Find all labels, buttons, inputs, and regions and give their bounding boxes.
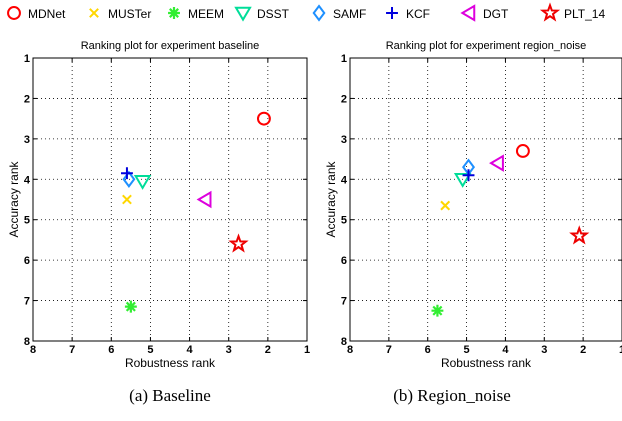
x-tick-label: 8 xyxy=(347,344,353,356)
legend-label-dsst: DSST xyxy=(257,7,290,21)
x-tick-label: 6 xyxy=(425,344,431,356)
legend-marker-dsst xyxy=(234,6,252,22)
chart-baseline: 8 7 6 5 4 3 2 1 1 2 3 4 5 6 7 8 Ranking plot for experim… xyxy=(7,40,310,370)
x-tick-label: 3 xyxy=(226,344,232,356)
chart-title: Ranking plot for experiment region_noise xyxy=(386,40,587,52)
y-tick-label: 6 xyxy=(341,255,347,267)
grid xyxy=(33,58,307,341)
y-tick-label: 1 xyxy=(341,53,347,65)
point-muster xyxy=(122,194,132,205)
point-kcf xyxy=(120,167,133,180)
point-plt-14 xyxy=(228,233,249,253)
point-dsst xyxy=(453,173,472,188)
y-tick-label: 1 xyxy=(24,53,30,65)
x-tick-label: 7 xyxy=(69,344,75,356)
y-tick-label: 3 xyxy=(341,134,347,146)
x-tick-label: 5 xyxy=(464,344,470,356)
legend-marker-samf xyxy=(312,4,326,22)
x-tick-label: 7 xyxy=(386,344,392,356)
legend-marker-dgt xyxy=(460,4,476,22)
x-tick-label: 4 xyxy=(502,344,509,356)
y-tick-label: 3 xyxy=(24,134,30,146)
legend-marker-plt-14 xyxy=(539,2,561,22)
y-tick-label: 5 xyxy=(341,215,347,227)
x-tick-label: 3 xyxy=(541,344,547,356)
x-tick-label: 6 xyxy=(108,344,114,356)
grid xyxy=(350,58,622,341)
y-tick-label: 8 xyxy=(341,336,347,348)
y-tick-label: 4 xyxy=(24,174,31,186)
legend-item-plt-14: PLT_14 xyxy=(539,2,605,22)
legend-item-muster: MUSTer xyxy=(89,7,151,21)
legend-label-meem: MEEM xyxy=(188,7,224,21)
legend-marker-muster xyxy=(89,8,99,18)
y-tick-label: 7 xyxy=(24,296,30,308)
x-tick-label: 1 xyxy=(304,344,310,356)
x-tick-label: 4 xyxy=(187,344,194,356)
legend-marker-kcf xyxy=(386,7,398,19)
point-dgt xyxy=(489,154,504,172)
caption-baseline: (a) Baseline xyxy=(129,386,211,405)
point-dsst xyxy=(133,175,152,190)
point-meem xyxy=(124,300,137,313)
legend-item-kcf: KCF xyxy=(386,7,430,21)
y-tick-label: 7 xyxy=(341,296,347,308)
y-tick-label: 5 xyxy=(24,215,30,227)
point-muster xyxy=(440,200,451,211)
legend: MDNet MUSTer MEEM DSST SAMF KCF DGT PLT_14 xyxy=(7,2,605,22)
point-dgt xyxy=(196,190,212,209)
legend-label-dgt: DGT xyxy=(483,7,509,21)
x-tick-label: 8 xyxy=(30,344,36,356)
x-tick-label: 2 xyxy=(580,344,586,356)
legend-item-mdnet: MDNet xyxy=(7,6,66,21)
legend-label-plt-14: PLT_14 xyxy=(564,7,605,21)
point-kcf xyxy=(462,169,475,182)
legend-marker-meem xyxy=(168,7,180,19)
x-tick-label: 2 xyxy=(265,344,271,356)
point-mdnet xyxy=(256,111,271,126)
plot-frame xyxy=(349,57,622,342)
caption-region-noise: (b) Region_noise xyxy=(393,386,511,405)
legend-label-kcf: KCF xyxy=(406,7,430,21)
point-meem xyxy=(431,304,444,317)
legend-marker-mdnet xyxy=(7,6,21,20)
y-tick-label: 6 xyxy=(24,255,30,267)
point-mdnet xyxy=(515,144,530,158)
legend-item-dsst: DSST xyxy=(234,6,290,22)
y-tick-label: 2 xyxy=(24,93,30,105)
x-axis-label: Robustness rank xyxy=(125,356,216,370)
plot-frame xyxy=(32,57,308,342)
x-axis-label: Robustness rank xyxy=(441,356,532,370)
legend-label-muster: MUSTer xyxy=(108,7,151,21)
x-tick-label: 5 xyxy=(147,344,153,356)
legend-item-dgt: DGT xyxy=(460,4,509,22)
y-axis-label: Accuracy rank xyxy=(324,160,338,237)
y-tick-label: 2 xyxy=(341,93,347,105)
legend-item-samf: SAMF xyxy=(312,4,366,22)
chart-region-noise: 8 7 6 5 4 3 2 1 1 2 3 4 5 6 7 8 Ranking plot for experim… xyxy=(324,40,622,370)
x-tick-label: 1 xyxy=(619,344,622,356)
y-tick-label: 8 xyxy=(24,336,30,348)
legend-label-samf: SAMF xyxy=(333,7,366,21)
chart-title: Ranking plot for experiment baseline xyxy=(81,40,260,52)
legend-label-mdnet: MDNet xyxy=(28,7,66,21)
y-axis-label: Accuracy rank xyxy=(7,160,21,237)
point-samf xyxy=(122,170,136,188)
point-plt-14 xyxy=(569,225,590,245)
legend-item-meem: MEEM xyxy=(168,7,224,21)
y-tick-label: 4 xyxy=(341,174,348,186)
